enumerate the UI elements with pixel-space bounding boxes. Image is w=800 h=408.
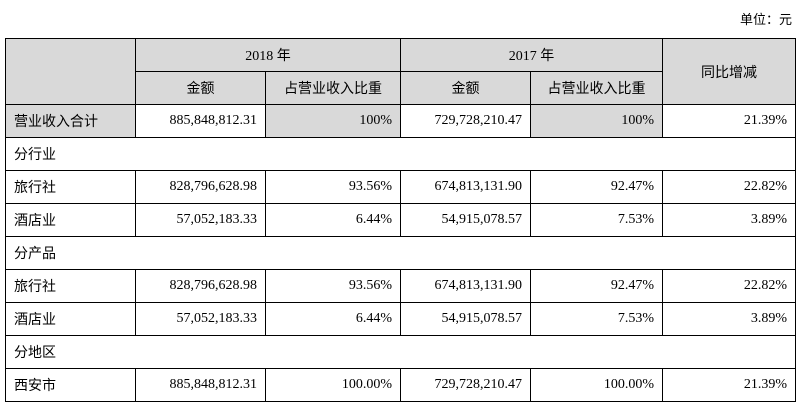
cell: 3.89% <box>662 302 796 336</box>
header-cell <box>5 38 136 105</box>
cell: 828,796,628.98 <box>135 170 266 204</box>
cell: 729,728,210.47 <box>400 368 531 402</box>
cell: 100.00% <box>265 368 401 402</box>
table-row: 酒店业 57,052,183.33 6.44% 54,915,078.57 7.53% 3… <box>5 203 796 237</box>
row-label: 营业收入合计 <box>5 104 136 138</box>
table-row: 分行业 <box>5 137 796 171</box>
cell: 3.89% <box>662 203 796 237</box>
row-label: 分产品 <box>5 236 796 270</box>
cell: 674,813,131.90 <box>400 170 531 204</box>
cell: 729,728,210.47 <box>400 104 531 138</box>
table-row: 分产品 <box>5 236 796 270</box>
header-cell: 金额 <box>400 71 531 105</box>
cell: 100% <box>265 104 401 138</box>
header-cell: 2017 年 <box>400 38 663 72</box>
header-cell: 占营业收入比重 <box>265 71 401 105</box>
cell: 7.53% <box>530 302 663 336</box>
table-row: 西安市 885,848,812.31 100.00% 729,728,210.47 10… <box>5 368 796 402</box>
revenue-table: 2018 年 2017 年 同比增减 金额 占营业收入比重 金额 占营业收入比重… <box>5 38 796 402</box>
row-label: 旅行社 <box>5 170 136 204</box>
header-cell: 同比增减 <box>662 38 796 105</box>
cell: 92.47% <box>530 170 663 204</box>
cell: 57,052,183.33 <box>135 302 266 336</box>
cell: 54,915,078.57 <box>400 302 531 336</box>
header-cell: 2018 年 <box>135 38 401 72</box>
cell: 828,796,628.98 <box>135 269 266 303</box>
cell: 21.39% <box>662 368 796 402</box>
table-row: 酒店业 57,052,183.33 6.44% 54,915,078.57 7.53% 3… <box>5 302 796 336</box>
cell: 93.56% <box>265 170 401 204</box>
cell: 100.00% <box>530 368 663 402</box>
cell: 22.82% <box>662 170 796 204</box>
unit-label: 单位：元 <box>739 12 792 27</box>
cell: 93.56% <box>265 269 401 303</box>
table-row: 分地区 <box>5 335 796 369</box>
cell: 54,915,078.57 <box>400 203 531 237</box>
cell: 885,848,812.31 <box>135 368 266 402</box>
row-label: 分地区 <box>5 335 796 369</box>
table-row: 旅行社 828,796,628.98 93.56% 674,813,131.90 92.… <box>5 269 796 303</box>
cell: 21.39% <box>662 104 796 138</box>
cell: 6.44% <box>265 302 401 336</box>
row-label: 酒店业 <box>5 203 136 237</box>
header-cell: 占营业收入比重 <box>530 71 663 105</box>
cell: 92.47% <box>530 269 663 303</box>
row-label: 旅行社 <box>5 269 136 303</box>
row-label: 分行业 <box>5 137 796 171</box>
table-row: 旅行社 828,796,628.98 93.56% 674,813,131.90 92.… <box>5 170 796 204</box>
cell: 100% <box>530 104 663 138</box>
table-row: 营业收入合计 885,848,812.31 100% 729,728,210.47 10… <box>5 104 796 138</box>
cell: 674,813,131.90 <box>400 269 531 303</box>
row-label: 西安市 <box>5 368 136 402</box>
cell: 57,052,183.33 <box>135 203 266 237</box>
cell: 885,848,812.31 <box>135 104 266 138</box>
row-label: 酒店业 <box>5 302 136 336</box>
cell: 7.53% <box>530 203 663 237</box>
header-cell: 金额 <box>135 71 266 105</box>
cell: 6.44% <box>265 203 401 237</box>
cell: 22.82% <box>662 269 796 303</box>
